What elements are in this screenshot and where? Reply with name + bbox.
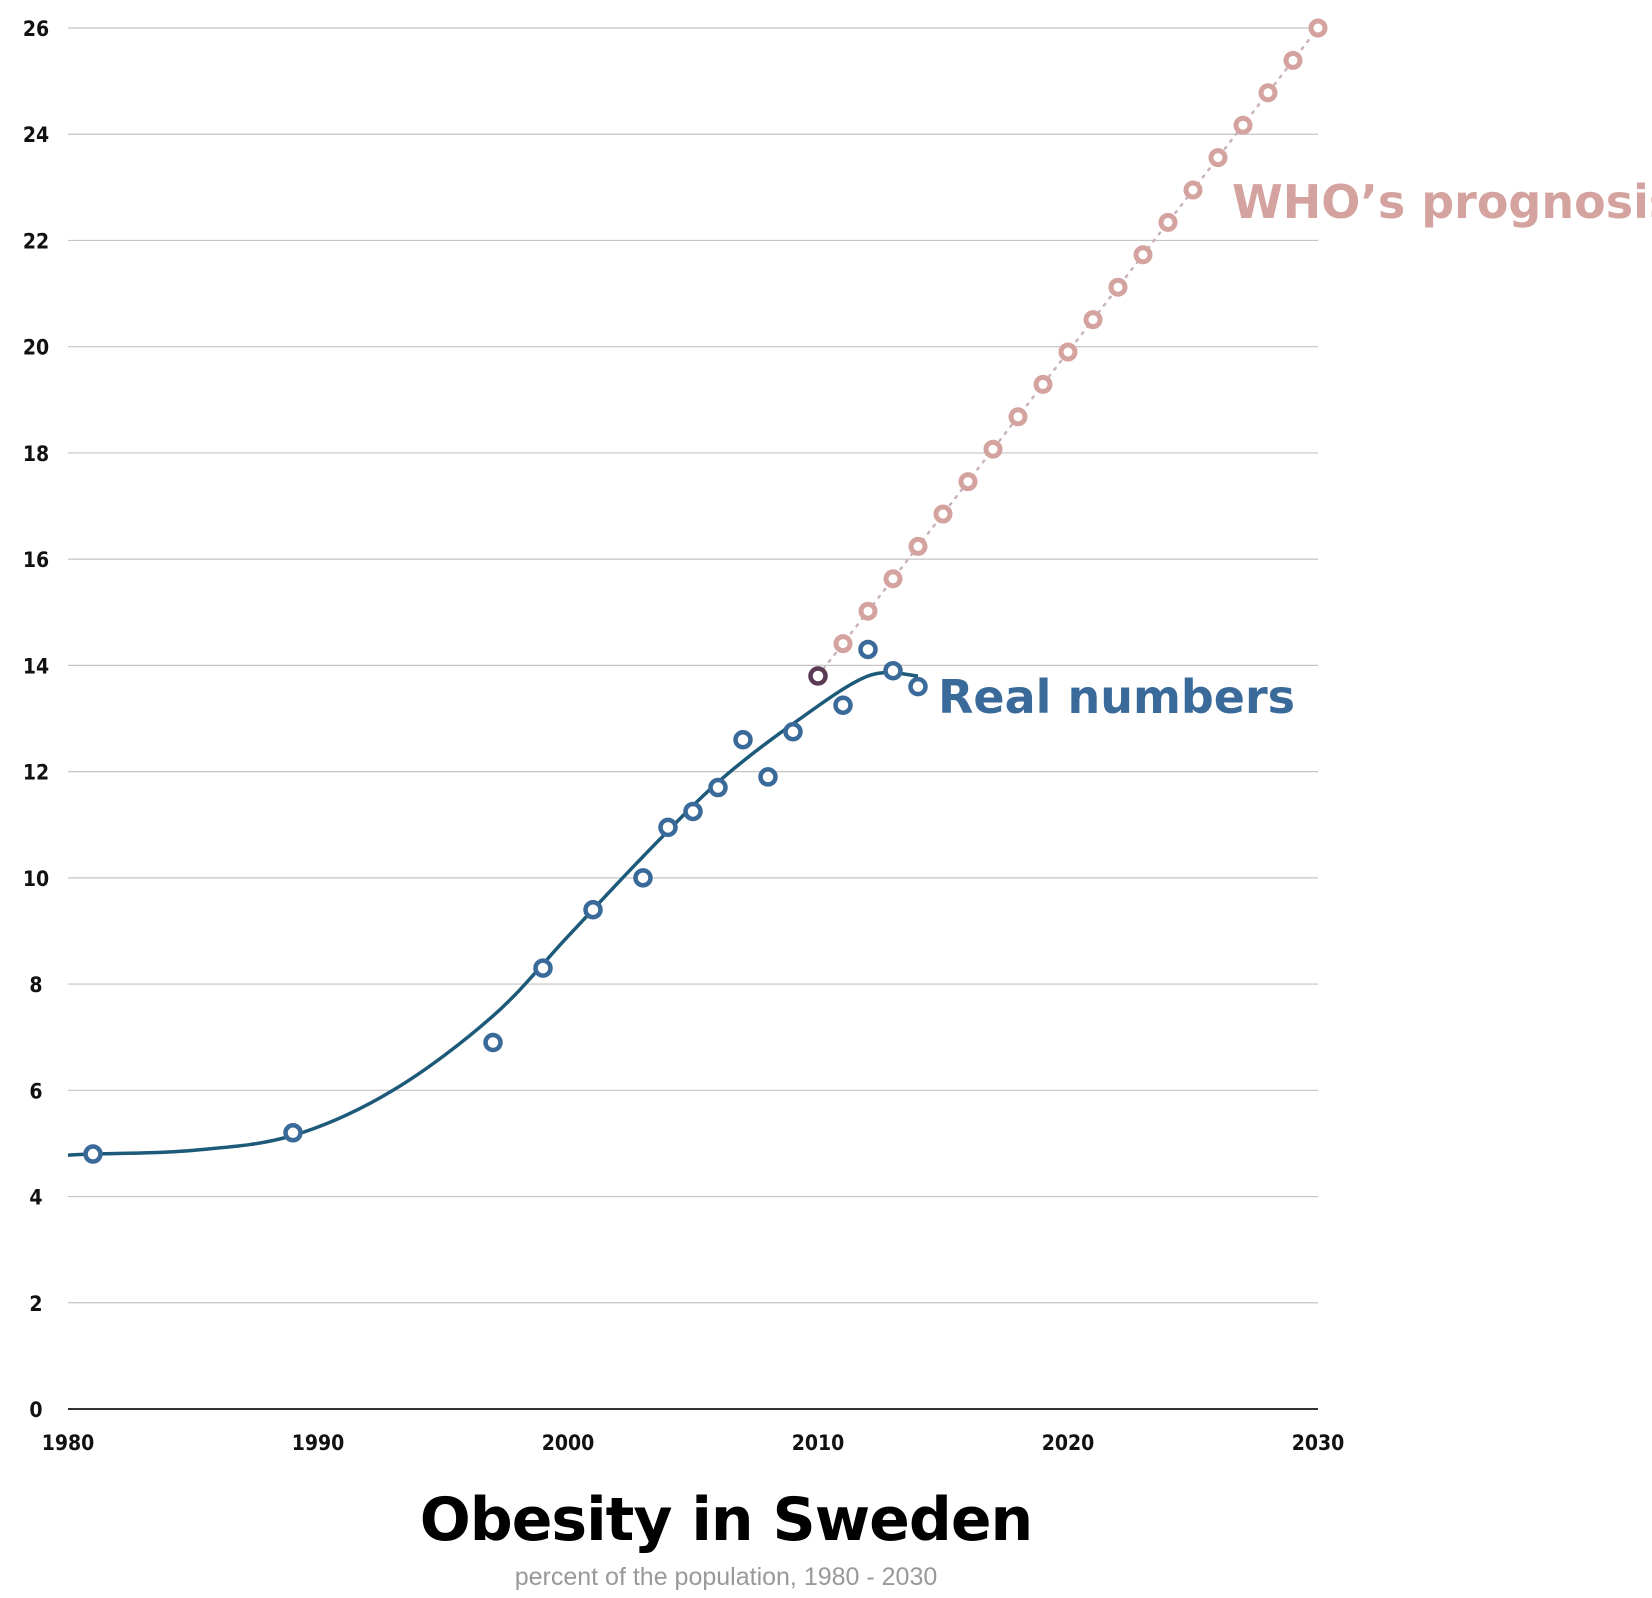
prognosis-point	[1008, 407, 1028, 427]
junction-point	[808, 666, 828, 686]
real-point	[533, 958, 553, 978]
prognosis-point	[958, 472, 978, 492]
y-tick-label: 14	[23, 654, 49, 678]
prognosis-point	[1058, 342, 1078, 362]
prognosis-point	[1258, 83, 1278, 103]
x-tick-label: 2030	[1292, 1431, 1345, 1455]
y-tick-label: 18	[23, 442, 49, 466]
real-point	[633, 868, 653, 888]
prognosis-point	[883, 569, 903, 589]
prognosis-line	[816, 26, 1320, 678]
y-tick-label: 20	[23, 336, 49, 360]
prognosis-point	[1108, 277, 1128, 297]
prognosis-point	[1033, 374, 1053, 394]
prognosis-point	[908, 536, 928, 556]
prognosis-point	[1233, 115, 1253, 135]
y-tick-label: 22	[23, 229, 49, 253]
x-tick-label: 2010	[792, 1431, 845, 1455]
x-tick-label: 2000	[542, 1431, 595, 1455]
real-numbers-label: Real numbers	[938, 670, 1295, 724]
real-point	[483, 1032, 503, 1053]
real-point	[283, 1123, 303, 1143]
real-point	[858, 639, 878, 660]
y-tick-label: 24	[23, 123, 49, 147]
real-point	[883, 660, 903, 681]
y-tick-label: 10	[23, 867, 49, 891]
real-point	[833, 695, 853, 715]
prognosis-point	[1083, 310, 1103, 330]
prognosis-point	[858, 601, 878, 621]
x-tick-label: 1980	[42, 1431, 95, 1455]
prognosis-point	[1208, 148, 1228, 168]
chart-title: Obesity in Sweden	[419, 1485, 1033, 1555]
real-point	[83, 1144, 103, 1164]
y-tick-label: 12	[23, 761, 49, 785]
y-tick-label: 8	[29, 973, 42, 997]
prognosis-point	[833, 634, 853, 654]
chart-subtitle: percent of the population, 1980 - 2030	[514, 1563, 938, 1591]
x-tick-label: 1990	[292, 1431, 345, 1455]
real-point	[708, 777, 728, 798]
real-point	[758, 767, 778, 787]
y-tick-label: 2	[29, 1292, 42, 1316]
prognosis-point	[1308, 18, 1328, 38]
prognosis-point	[1283, 50, 1303, 70]
prognosis-point	[1158, 212, 1178, 232]
prognosis-point	[933, 504, 953, 524]
prognosis-point	[1133, 245, 1153, 265]
real-point	[583, 899, 603, 920]
real-point	[783, 722, 803, 742]
y-tick-label: 6	[29, 1079, 42, 1103]
y-tick-label: 4	[29, 1186, 42, 1210]
y-tick-label: 16	[23, 548, 49, 572]
real-point	[733, 729, 753, 750]
who-prognosis-label: WHO’s prognosis	[1232, 175, 1652, 229]
prognosis-point	[1183, 180, 1203, 200]
x-tick-label: 2020	[1042, 1431, 1095, 1455]
real-point	[658, 817, 678, 838]
real-point	[908, 676, 928, 697]
real-point	[683, 801, 703, 822]
trend-line	[67, 670, 919, 1157]
y-tick-label: 0	[29, 1398, 42, 1422]
y-tick-label: 26	[23, 17, 49, 41]
prognosis-point	[983, 439, 1003, 459]
